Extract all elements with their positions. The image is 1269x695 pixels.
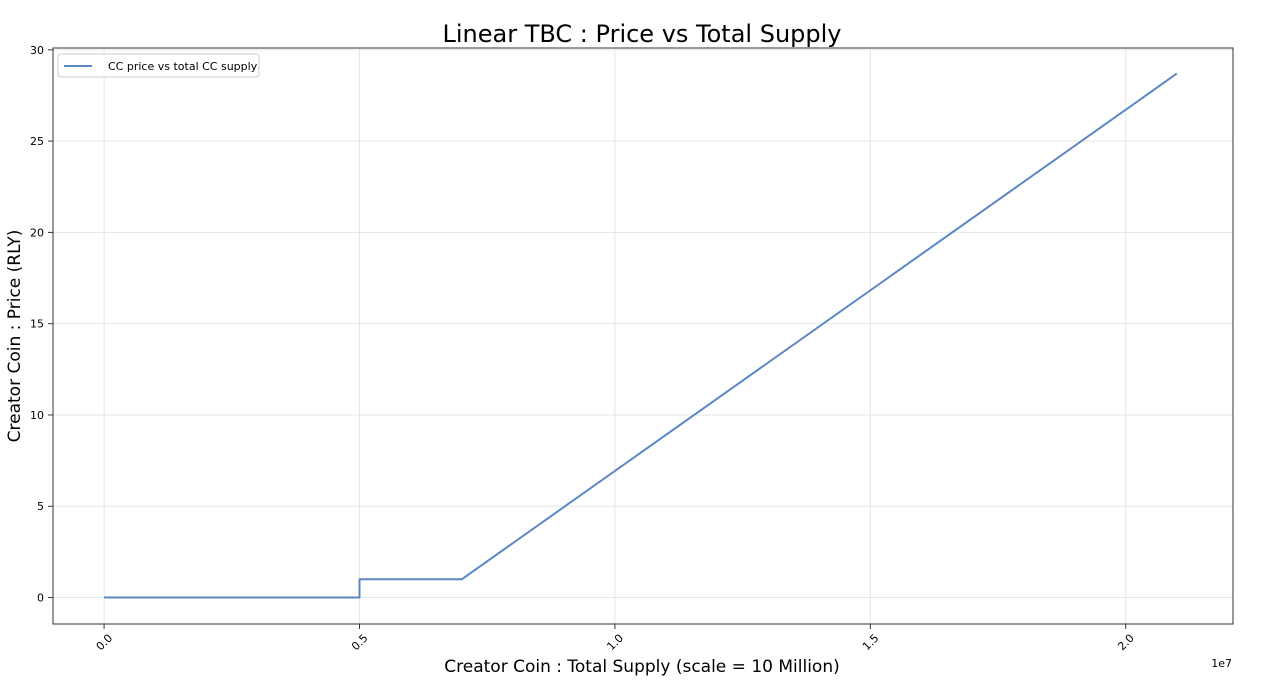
y-tick-label: 20 bbox=[30, 226, 44, 239]
x-tick-label: 0.5 bbox=[349, 632, 371, 654]
grid bbox=[53, 48, 1233, 624]
chart-title: Linear TBC : Price vs Total Supply bbox=[443, 20, 842, 48]
x-tick-label: 0.0 bbox=[94, 632, 116, 654]
y-tick-label: 25 bbox=[30, 135, 44, 148]
x-axis-offset-label: 1e7 bbox=[1211, 657, 1232, 670]
legend-entry-label: CC price vs total CC supply bbox=[108, 60, 258, 73]
legend: CC price vs total CC supply bbox=[57, 53, 260, 78]
y-axis-label: Creator Coin : Price (RLY) bbox=[5, 230, 25, 443]
axis-ticks: 0.0 0.5 1.0 1.5 2.0 0 5 10 15 20 25 30 bbox=[30, 44, 1137, 653]
x-tick-label: 2.0 bbox=[1115, 632, 1137, 654]
y-tick-label: 0 bbox=[37, 592, 44, 605]
x-tick-label: 1.5 bbox=[860, 632, 882, 654]
y-tick-label: 15 bbox=[30, 318, 44, 331]
x-tick-label: 1.0 bbox=[604, 632, 626, 654]
series-layer bbox=[104, 72, 1178, 599]
x-axis-label: Creator Coin : Total Supply (scale = 10 … bbox=[444, 657, 839, 677]
plot-frame bbox=[52, 47, 1234, 625]
legend-box bbox=[57, 53, 260, 78]
y-tick-label: 5 bbox=[37, 500, 44, 513]
y-tick-label: 10 bbox=[30, 409, 44, 422]
series-line-0 bbox=[104, 72, 1178, 599]
y-tick-label: 30 bbox=[30, 44, 44, 57]
